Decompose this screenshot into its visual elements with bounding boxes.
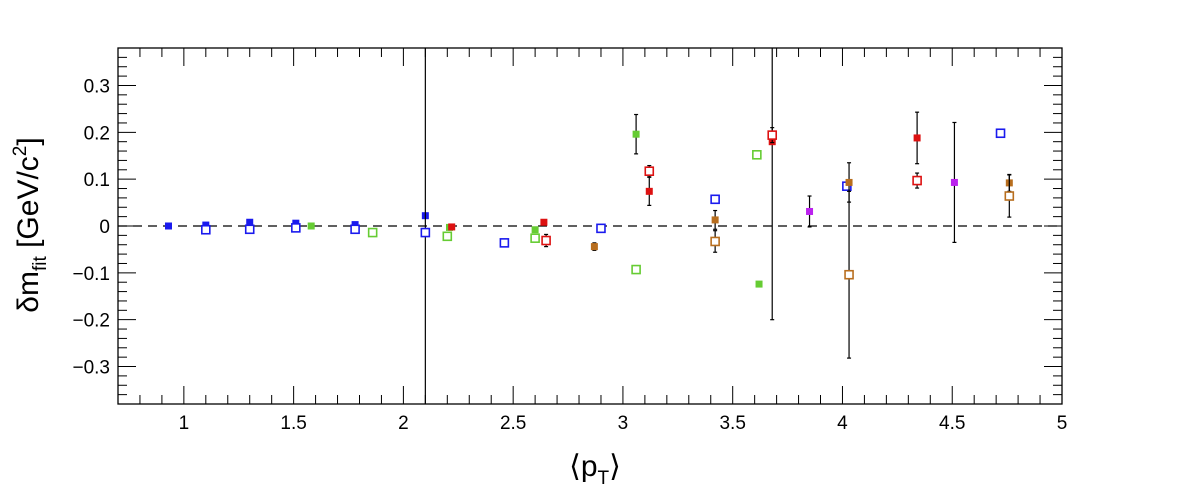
y-label-unit: [GeV/c <box>12 156 45 256</box>
point-open-square <box>710 194 720 205</box>
point-open-square <box>367 227 378 238</box>
point-open-square <box>631 264 641 275</box>
point-filled-square <box>913 134 921 142</box>
y-axis-label: δmfit [GeV/c2] <box>10 137 51 312</box>
point-open-square <box>596 223 606 234</box>
y-tick-label: −0.1 <box>72 264 110 285</box>
point-filled-square <box>711 216 719 224</box>
y-label-close: ] <box>12 137 45 145</box>
point-open-square <box>244 224 255 235</box>
point-open-square <box>767 130 778 140</box>
point-filled-square <box>448 223 456 231</box>
point-open-square <box>844 269 854 280</box>
x-label-subscript: T <box>598 468 610 489</box>
point-open-square <box>291 223 301 233</box>
series <box>806 121 958 243</box>
point-filled-square <box>540 218 548 226</box>
series <box>307 113 763 288</box>
x-tick-label: 4.5 <box>939 413 965 434</box>
series <box>710 174 1015 359</box>
x-tick-label: 3.5 <box>719 413 745 434</box>
x-tick-label: 5 <box>1057 413 1068 434</box>
series <box>201 48 1006 404</box>
point-filled-square <box>164 222 172 230</box>
point-open-square <box>420 227 431 238</box>
x-tick-label: 3 <box>618 413 629 434</box>
x-tick-label: 1 <box>179 413 190 434</box>
point-filled-square <box>645 187 653 195</box>
point-open-square <box>541 235 551 246</box>
y-tick-label: 0.2 <box>84 123 110 144</box>
x-tick-label: 2 <box>398 413 409 434</box>
point-open-square <box>442 231 453 242</box>
point-open-square <box>752 150 762 160</box>
x-label-open: ⟨p <box>569 450 597 483</box>
point-open-square <box>530 233 540 243</box>
point-open-square <box>350 224 360 235</box>
point-open-square <box>499 238 510 248</box>
point-filled-square <box>806 207 814 215</box>
point-filled-square <box>531 226 539 234</box>
x-label-close: ⟩ <box>609 450 621 483</box>
y-axis: −0.3 −0.2 −0.1 0 0.1 0.2 0.3 <box>72 56 1062 396</box>
y-tick-label: 0.1 <box>84 170 110 191</box>
point-filled-square <box>590 243 598 251</box>
point-filled-square <box>845 178 853 186</box>
y-tick-label: −0.2 <box>72 311 110 332</box>
point-open-square <box>995 128 1006 139</box>
series <box>448 48 921 321</box>
point-filled-square <box>755 280 763 288</box>
point-open-square <box>710 236 720 247</box>
point-open-square <box>644 166 655 176</box>
y-label-symbol: δm <box>12 271 45 313</box>
series <box>590 162 1013 251</box>
point-open-square <box>201 224 211 235</box>
point-filled-square <box>632 130 640 138</box>
point-open-square <box>912 175 922 186</box>
x-axis-label: ⟨pT⟩ <box>569 450 621 489</box>
x-axis: 1 1.5 2 2.5 3 3.5 4 4.5 5 <box>117 48 1068 434</box>
point-filled-square <box>307 222 315 230</box>
y-tick-label: 0.3 <box>84 76 110 97</box>
y-tick-label: 0 <box>99 217 110 238</box>
point-open-square <box>1004 191 1015 201</box>
point-filled-square <box>950 178 958 186</box>
y-label-superscript: 2 <box>10 146 31 157</box>
x-tick-label: 1.5 <box>280 413 306 434</box>
data-points <box>164 48 1015 404</box>
y-tick-label: −0.3 <box>72 358 110 379</box>
x-tick-label: 2.5 <box>500 413 526 434</box>
y-label-subscript: fit <box>30 256 51 272</box>
x-tick-label: 4 <box>837 413 848 434</box>
series <box>541 127 922 248</box>
series <box>367 150 762 275</box>
point-filled-square <box>246 218 254 226</box>
